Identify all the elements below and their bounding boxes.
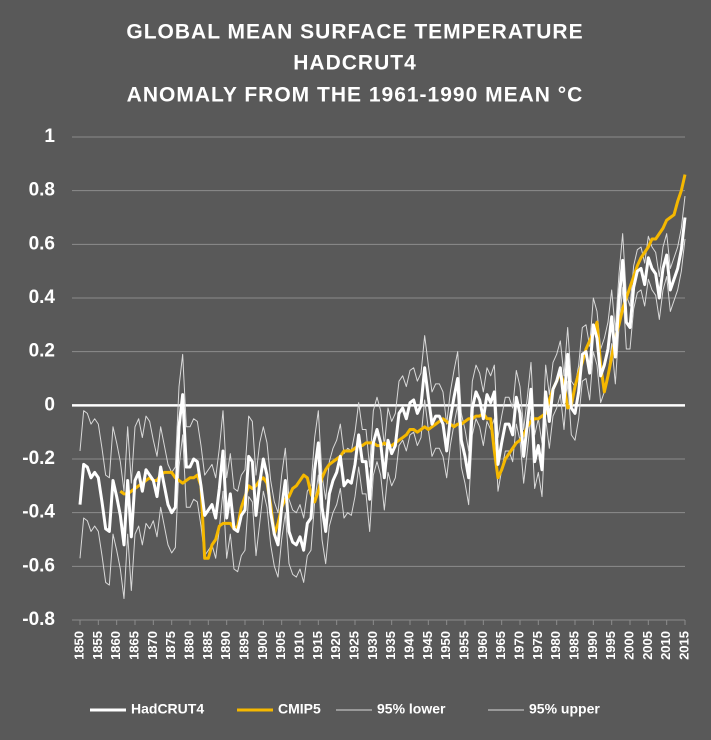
- y-tick-label: -0.4: [22, 502, 55, 523]
- x-tick-label: 2000: [621, 631, 636, 660]
- x-tick-label: 1880: [181, 631, 196, 660]
- x-tick-label: 1885: [200, 631, 215, 660]
- series-line: [78, 217, 687, 552]
- x-tick-label: 1925: [346, 631, 361, 660]
- x-tick-label: 1905: [273, 631, 288, 660]
- x-tick-label: 1910: [291, 631, 306, 660]
- x-tick-label: 1960: [475, 631, 490, 660]
- y-tick-label: -0.8: [22, 609, 55, 630]
- x-tick-label: 1915: [310, 631, 325, 660]
- y-tick-label: 1: [44, 126, 55, 147]
- series-line: [79, 195, 686, 519]
- x-tick-label: 1995: [603, 631, 618, 660]
- chart-title: GLOBAL MEAN SURFACE TEMPERATURE: [126, 21, 583, 44]
- x-tick-label: 1950: [438, 631, 453, 660]
- y-tick-label: 0.8: [29, 180, 55, 201]
- y-tick-label: 0.4: [29, 287, 56, 308]
- y-tick-label: -0.6: [22, 555, 55, 576]
- x-tick-label: 1970: [511, 631, 526, 660]
- x-tick-label: 1965: [493, 631, 508, 660]
- x-tick-label: 1930: [365, 631, 380, 660]
- x-tick-label: 1955: [456, 631, 471, 660]
- series-line: [79, 238, 686, 600]
- x-tick-label: 1975: [530, 631, 545, 660]
- x-tick-label: 1980: [548, 631, 563, 660]
- x-tick-label: 1935: [383, 631, 398, 660]
- x-tick-label: 2005: [640, 631, 655, 660]
- legend-label: 95% upper: [529, 701, 600, 717]
- x-tick-label: 1870: [145, 631, 160, 660]
- x-tick-label: 2010: [658, 631, 673, 660]
- chart-title: ANOMALY FROM THE 1961-1990 MEAN °C: [127, 84, 584, 107]
- x-tick-label: 1900: [255, 631, 270, 660]
- x-tick-label: 1895: [236, 631, 251, 660]
- y-tick-label: 0.6: [29, 233, 55, 254]
- legend-label: CMIP5: [278, 701, 321, 717]
- x-tick-label: 1890: [218, 631, 233, 660]
- x-tick-label: 1855: [90, 631, 105, 660]
- x-tick-label: 1860: [108, 631, 123, 660]
- x-tick-label: 1875: [163, 631, 178, 660]
- legend-label: HadCRUT4: [131, 701, 204, 717]
- x-tick-label: 1940: [401, 631, 416, 660]
- chart-title: HADCRUT4: [293, 52, 417, 75]
- x-tick-label: 1945: [420, 631, 435, 660]
- x-tick-label: 1920: [328, 631, 343, 660]
- y-tick-label: -0.2: [22, 448, 55, 469]
- x-tick-label: 1865: [126, 631, 141, 660]
- y-tick-label: 0: [44, 394, 55, 415]
- x-tick-label: 1850: [71, 631, 86, 660]
- y-tick-label: 0.2: [29, 341, 55, 362]
- x-tick-label: 2015: [676, 631, 691, 660]
- legend-label: 95% lower: [377, 701, 446, 717]
- x-tick-label: 1990: [585, 631, 600, 660]
- x-tick-label: 1985: [566, 631, 581, 660]
